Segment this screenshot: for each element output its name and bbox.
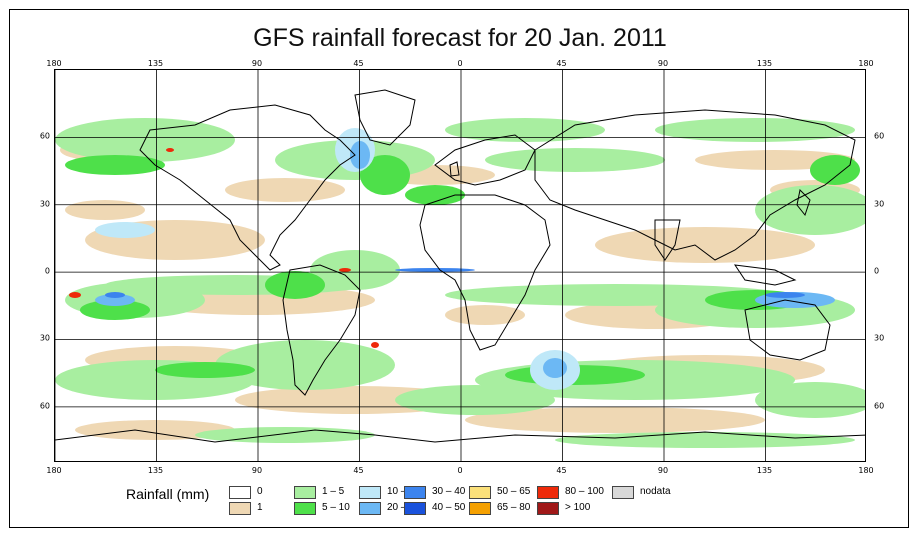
lon-tick-label-top: 180 (46, 59, 62, 68)
legend-swatch (294, 502, 316, 515)
lat-tick-label-left: 30 (39, 199, 50, 209)
lon-tick-label-top: 45 (353, 59, 364, 68)
legend-swatch (537, 502, 559, 515)
legend-label: 50 – 65 (497, 486, 531, 497)
legend-label: 65 – 80 (497, 502, 531, 513)
lat-tick-label-left: 30 (39, 333, 50, 343)
legend-label: > 100 (565, 502, 591, 513)
legend-label: 5 – 10 (322, 502, 350, 513)
legend-label: 40 – 50 (432, 502, 466, 513)
world-rainfall-map (55, 70, 865, 461)
legend-label: nodata (640, 486, 671, 497)
legend-swatch (229, 486, 251, 499)
legend-label: 80 – 100 (565, 486, 604, 497)
lon-tick-label-bottom: 45 (353, 466, 364, 475)
lon-tick-label-bottom: 135 (756, 466, 773, 475)
legend-swatch (404, 486, 426, 499)
lat-tick-label-right: 60 (874, 401, 885, 411)
lat-tick-label-left: 60 (39, 401, 50, 411)
lat-tick-label-right: 60 (874, 131, 885, 141)
rainfall-fields (55, 118, 865, 448)
legend-swatch (359, 502, 381, 515)
lon-tick-label-top: 180 (858, 59, 874, 68)
lon-tick-label-top: 0 (457, 59, 463, 68)
legend-title: Rainfall (mm) (126, 486, 210, 502)
lon-tick-label-top: 135 (147, 59, 164, 68)
legend-swatch (469, 502, 491, 515)
lon-tick-label-top: 45 (556, 59, 567, 68)
lat-tick-label-right: 0 (874, 266, 880, 276)
legend-swatch (469, 486, 491, 499)
legend-label: 0 (257, 486, 263, 497)
lat-tick-label-right: 30 (874, 333, 885, 343)
legend-swatch (229, 502, 251, 515)
lon-tick-label-top: 90 (251, 59, 263, 68)
figure-frame (9, 9, 909, 528)
legend-label: 30 – 40 (432, 486, 466, 497)
lon-tick-label-bottom: 135 (147, 466, 164, 475)
graticule (55, 70, 865, 461)
map-title: GFS rainfall forecast for 20 Jan. 2011 (253, 24, 667, 52)
lon-tick-label-bottom: 45 (556, 466, 567, 475)
lon-tick-label-bottom: 180 (858, 466, 874, 475)
legend-swatch (294, 486, 316, 499)
legend-swatch (612, 486, 634, 499)
lon-tick-label-top: 135 (756, 59, 773, 68)
lon-tick-label-bottom: 0 (457, 466, 463, 475)
lat-tick-label-left: 0 (44, 266, 50, 276)
lon-tick-label-bottom: 180 (46, 466, 62, 475)
lat-tick-label-right: 30 (874, 199, 885, 209)
lon-tick-label-bottom: 90 (251, 466, 263, 475)
legend-label: 10 – 20 (387, 486, 420, 497)
legend-swatch (359, 486, 381, 499)
legend-label: 1 – 5 (322, 486, 345, 497)
legend-swatch (404, 502, 426, 515)
lon-tick-label-top: 90 (657, 59, 669, 68)
legend-swatch (537, 486, 559, 499)
legend-label: 1 (257, 502, 263, 513)
lat-tick-label-left: 60 (39, 131, 50, 141)
map-panel (54, 69, 866, 462)
coastlines (55, 89, 865, 443)
lon-tick-label-bottom: 90 (657, 466, 669, 475)
legend-label: 20 – 30 (387, 502, 420, 513)
